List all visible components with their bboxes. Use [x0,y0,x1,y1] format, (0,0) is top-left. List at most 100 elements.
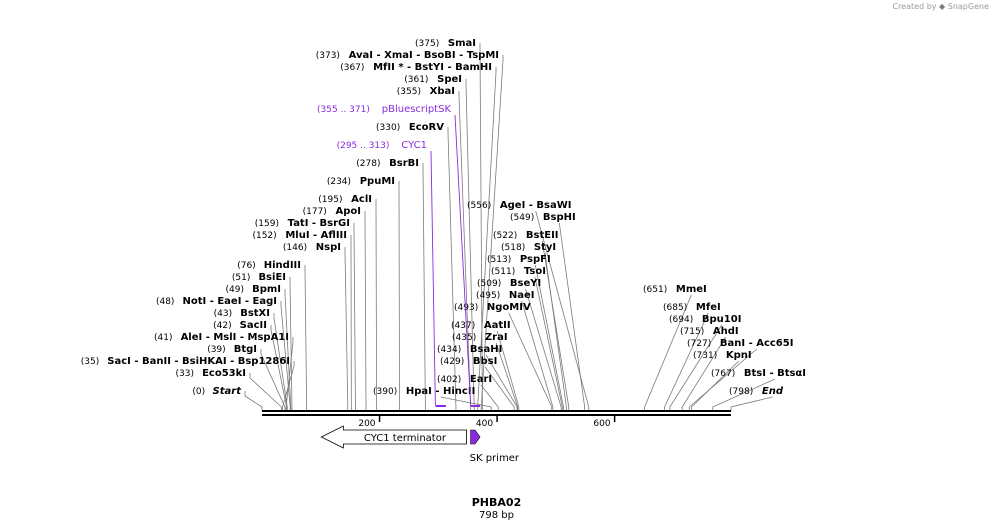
cut-site-line [260,349,286,411]
site-label: (373) AvaI - XmaI - BsoBI - TspMI [316,50,499,61]
site-label: (402) EarI [437,374,492,385]
cut-site-line [521,300,554,411]
ruler-tick: 200 [358,416,381,429]
site-label: (390) HpaI - HincII [373,386,475,397]
enzyme-name: SmaI [448,38,476,49]
ruler-tick-label: 400 [476,419,493,429]
cut-site-line [304,265,308,411]
enzyme-name: BstEII [526,230,559,241]
annotation-label: pBluescriptSK [382,104,452,115]
cut-site-line [364,211,367,411]
site-position: (402) [437,375,461,385]
enzyme-name: BsrBI [389,158,419,169]
site-position: (49) [226,285,244,295]
enzyme-name: NspI [316,242,341,253]
site-position: (509) [477,279,501,289]
site-label: (556) AgeI - BsaWI [467,200,571,211]
site-position: (51) [232,273,250,283]
site-position: (234) [327,177,351,187]
enzyme-name: BbsI [473,356,497,367]
site-label: (798) End [729,386,784,397]
site-position: (367) [340,63,364,73]
enzyme-name: BspHI [543,212,576,223]
site-label: (522) BstEII [493,230,559,241]
cut-site-line [495,342,519,411]
cut-site-line [353,223,356,411]
enzyme-name: AgeI - BsaWI [500,200,572,211]
site-position: (76) [237,261,255,271]
enzyme-name: BsiEI [258,272,286,283]
site-label: (152) MluI - AflIII [252,230,347,241]
cut-site-line [479,43,483,411]
cut-site-line [344,247,349,411]
brand-prefix: Created by [892,2,937,11]
enzyme-name: PspFI [520,254,551,265]
cut-site-line [541,240,570,411]
enzyme-name: AatII [484,320,511,331]
site-label: (0) Start [192,386,242,397]
site-label: (435) ZraI [452,332,508,343]
cut-site-line [681,336,727,411]
site-position: (798) [729,387,753,397]
site-position: (0) [192,387,205,397]
site-label: (42) SacII [213,320,267,331]
site-position: (685) [663,303,687,313]
site-position: (437) [451,321,475,331]
cut-site-line [730,396,773,411]
enzyme-name: StyI [534,242,556,253]
site-position: (511) [491,267,515,277]
enzyme-name: BstXI [240,308,270,319]
site-position: (177) [303,207,327,217]
site-label: (731) KpnI [693,350,752,361]
brand-name: SnapGene [947,2,989,11]
site-label: (429) BbsI [440,356,497,367]
cut-site-line [691,360,740,411]
site-label: (727) BanI - Acc65I [687,338,793,349]
site-label: (177) ApoI [303,206,361,217]
site-position: (651) [643,285,667,295]
cut-site-line [285,337,294,411]
enzyme-name: MmeI [676,284,707,295]
site-position: (513) [487,255,511,265]
site-position: (43) [214,309,232,319]
cut-site-line [284,289,292,411]
site-position: (375) [415,39,439,49]
site-position: (495) [476,291,500,301]
site-position: (42) [213,321,231,331]
enzyme-name: ApoI [336,206,362,217]
enzyme-name: BtgI [234,344,257,355]
cut-site-line [664,312,709,411]
snapgene-logo-icon: ◆ [939,2,946,11]
cut-site-line [525,288,562,411]
enzyme-name: AleI - MslI - MspA1I [181,332,289,343]
site-position: (39) [207,345,225,355]
site-label: (518) StyI [501,242,556,253]
cut-site-line [534,264,564,411]
enzyme-name: TsoI [524,266,546,277]
feature-label: CYC1 terminator [364,433,447,444]
site-position: (278) [356,159,380,169]
enzyme-name: NotI - EaeI - EagI [182,296,277,307]
site-position: (35) [81,357,99,367]
enzyme-name: PpuMI [360,176,395,187]
enzyme-name: MfII * - BstYI - BamHI [373,62,492,73]
site-position: (549) [510,213,534,223]
site-position: (146) [283,243,307,253]
feature: SK primer [470,429,520,464]
site-position: (715) [680,327,704,337]
enzyme-name: SacI - BanII - BsiHKAI - Bsp1286I [107,356,290,367]
annotation-label: CYC1 [401,140,427,151]
site-position: (694) [669,315,693,325]
site-label: (495) NaeI [476,290,535,301]
cut-site-line [440,396,492,411]
enzyme-name: BanI - Acc65I [720,338,794,349]
enzyme-name: KpnI [726,350,752,361]
site-label: (49) BpmI [226,284,281,295]
cut-site-line [644,294,692,411]
site-label: (437) AatII [451,320,511,331]
site-label: (434) BsaHI [437,344,502,355]
site-position: (518) [501,243,525,253]
cut-site-line [398,181,400,411]
site-label: (51) BsiEI [232,272,286,283]
